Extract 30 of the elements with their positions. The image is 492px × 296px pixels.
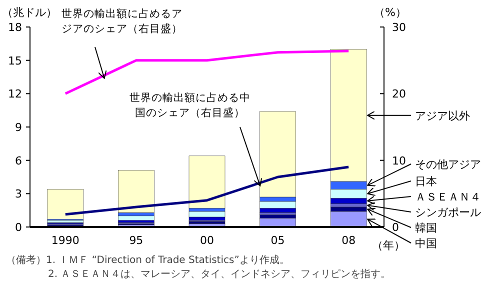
x-tick-label: 00 [200, 234, 214, 247]
y-tick-label: 6 [15, 154, 22, 168]
x-tick-label: 05 [270, 234, 285, 247]
y-tick-label: 0 [15, 221, 22, 234]
text: 2. ＡＳＥＡＮ４は、マレーシア、タイ、インドネシア、フィリピンを指す。 [48, 268, 391, 280]
y-tick-label: 15 [8, 54, 22, 68]
y-tick-label: 18 [8, 21, 22, 34]
text: アジア以外 [415, 109, 470, 122]
text: 中国 [415, 237, 437, 250]
text: 世界の輸出額に占める中国のシェア（右目盛） [130, 91, 250, 119]
y2-tick-label: 0 [392, 221, 399, 234]
y-tick-label: 12 [8, 88, 22, 101]
y2-tick-label: 20 [392, 88, 406, 101]
y-axis-title: （兆ドル） [2, 6, 57, 19]
y2-tick-label: 30 [392, 21, 406, 34]
text: シンガポール [415, 206, 481, 219]
text: （備考）1. ＩＭＦ “Direction of Trade Statistics”より作成。 [6, 254, 290, 266]
y-tick-label: 3 [15, 188, 22, 201]
text: その他アジア [415, 158, 481, 171]
x-tick-label: 1990 [51, 234, 80, 247]
y2-axis-title: （%） [374, 6, 406, 19]
text: 世界の輸出額に占めるアジアのシェア（右目盛） [62, 7, 182, 35]
text: 韓国 [415, 222, 437, 234]
text: 日本 [415, 175, 437, 188]
x-tick-label: 95 [129, 234, 144, 247]
x-tick-label: 08 [342, 234, 356, 247]
y-tick-label: 9 [15, 121, 22, 134]
text: ＡＳＥＡＮ４ [415, 190, 481, 204]
y2-tick-label: 10 [392, 154, 406, 168]
x-axis-title: （年） [372, 239, 405, 252]
